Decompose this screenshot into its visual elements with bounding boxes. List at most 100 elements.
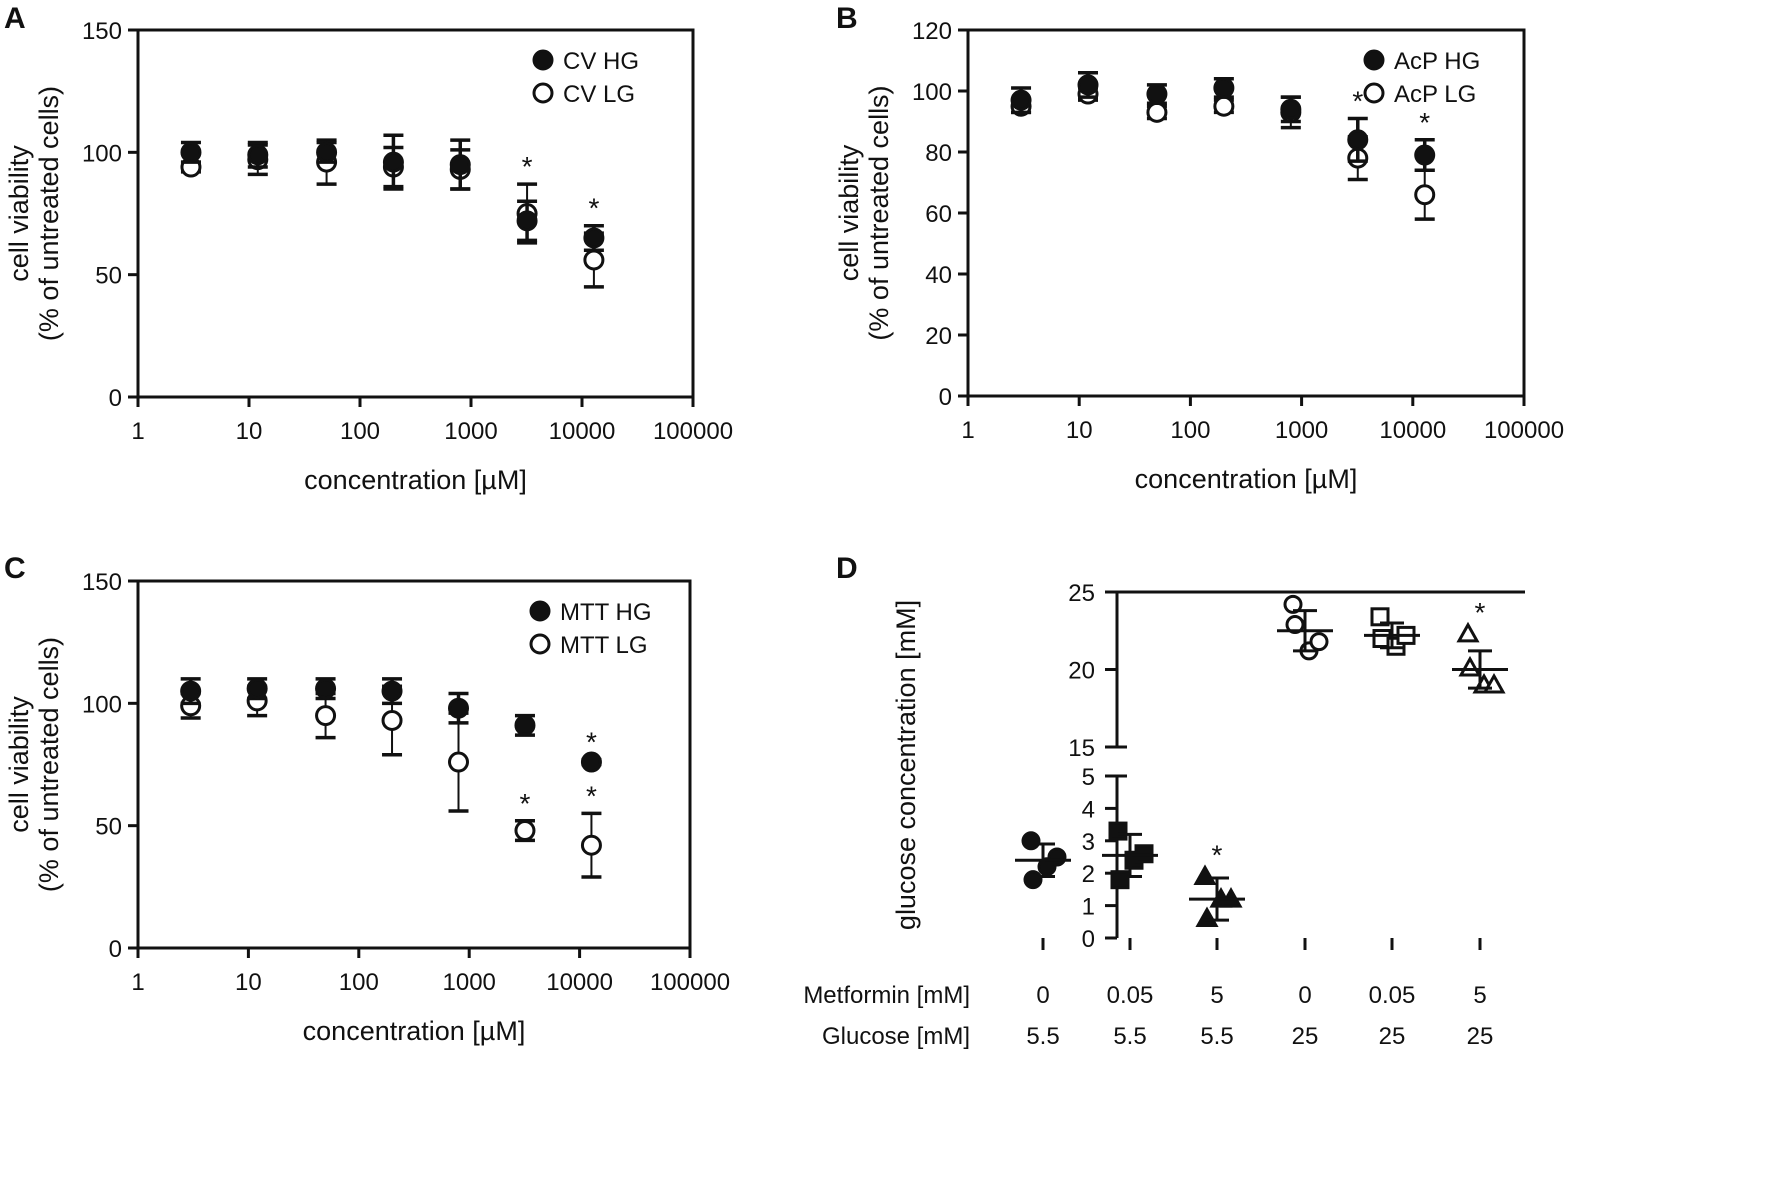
y-axis-label-line2: (% of untreated cells) [34, 86, 64, 341]
metformin-value: 0 [1298, 982, 1311, 1009]
data-point-mtt-hg [180, 680, 202, 702]
y-tick-label: 50 [95, 814, 122, 841]
significance-marker: * [1212, 839, 1223, 870]
x-tick-label: 100 [339, 969, 379, 996]
data-point [1285, 615, 1305, 635]
x-tick-label: 100 [340, 418, 380, 445]
y-tick-label: 0 [109, 936, 122, 963]
data-point-cv-lg [583, 249, 605, 271]
panel-label: C [4, 552, 26, 585]
data-point [1370, 607, 1390, 627]
significance-marker: * [1352, 85, 1363, 116]
glucose-value: 25 [1292, 1023, 1319, 1050]
data-point [1047, 847, 1067, 867]
x-axis-label: concentration [µM] [1135, 464, 1358, 494]
significance-marker: * [1475, 597, 1486, 628]
data-point [1195, 906, 1219, 928]
data-point-cv-hg [516, 210, 538, 232]
x-tick-label: 1000 [444, 418, 497, 445]
significance-marker: * [586, 727, 597, 758]
data-point-cv-hg [382, 151, 404, 173]
y-tick-label: 150 [82, 569, 122, 596]
legend-label: MTT LG [560, 632, 648, 659]
data-point-mtt-hg [246, 678, 268, 700]
data-point-mtt-hg [514, 714, 536, 736]
significance-marker: * [588, 193, 599, 224]
x-tick-label: 100000 [1484, 417, 1564, 444]
metformin-value: 5 [1473, 982, 1486, 1009]
metformin-value: 0.05 [1369, 982, 1416, 1009]
y-tick-label: 100 [82, 691, 122, 718]
legend-marker [532, 49, 554, 71]
data-point [1283, 594, 1303, 614]
y-tick-label: 80 [925, 140, 952, 167]
panel-label: A [4, 2, 26, 35]
x-tick-label: 10 [236, 418, 263, 445]
legend-label: CV LG [563, 81, 635, 108]
y-tick-label: 150 [82, 18, 122, 45]
x-tick-label: 100000 [650, 969, 730, 996]
data-point [1309, 632, 1329, 652]
y-tick-label: 100 [912, 79, 952, 106]
data-point-mtt-hg [580, 751, 602, 773]
data-point-mtt-lg [315, 705, 337, 727]
y-tick-label: 40 [925, 262, 952, 289]
legend-label: AcP HG [1394, 48, 1480, 75]
y-tick-label: 60 [925, 201, 952, 228]
y-tick-label: 4 [1082, 796, 1095, 823]
x-axis-label: concentration [µM] [304, 465, 527, 495]
glucose-value: 25 [1379, 1023, 1406, 1050]
glucose-value: 5.5 [1026, 1023, 1059, 1050]
x-tick-label: 1 [131, 969, 144, 996]
data-point-cv-hg [449, 154, 471, 176]
x-tick-label: 10000 [1379, 417, 1446, 444]
data-point-mtt-hg [315, 678, 337, 700]
y-axis-label: glucose concentration [mM] [891, 600, 921, 930]
row-label-glucose: Glucose [mM] [822, 1023, 970, 1050]
data-point [1108, 821, 1128, 841]
legend-marker [529, 633, 551, 655]
y-axis-label-line2: (% of untreated cells) [864, 85, 894, 340]
y-tick-label: 1 [1082, 894, 1095, 921]
y-tick-label: 20 [1068, 658, 1095, 685]
x-tick-label: 1000 [1275, 417, 1328, 444]
y-axis-label-line1: cell viability [4, 145, 34, 282]
glucose-value: 25 [1467, 1023, 1494, 1050]
data-point [1456, 621, 1480, 643]
data-point-acp-lg [1146, 101, 1168, 123]
y-tick-label: 0 [939, 384, 952, 411]
panel-label: D [836, 552, 858, 585]
metformin-value: 5 [1210, 982, 1223, 1009]
data-point-mtt-hg [448, 697, 470, 719]
data-point-mtt-lg [381, 709, 403, 731]
data-point-acp-lg [1414, 184, 1436, 206]
metformin-value: 0 [1036, 982, 1049, 1009]
y-tick-label: 120 [912, 18, 952, 45]
x-tick-label: 100000 [653, 418, 733, 445]
y-axis-label-line1: cell viability [834, 144, 864, 281]
x-tick-label: 1 [961, 417, 974, 444]
y-tick-label: 3 [1082, 829, 1095, 856]
data-point-mtt-lg [514, 820, 536, 842]
data-point-acp-hg [1414, 144, 1436, 166]
data-point-mtt-lg [448, 751, 470, 773]
y-axis-label-line2: (% of untreated cells) [34, 637, 64, 892]
x-tick-label: 100 [1170, 417, 1210, 444]
plot-frame [136, 28, 695, 399]
y-tick-label: 50 [95, 263, 122, 290]
y-tick-label: 15 [1068, 735, 1095, 762]
y-tick-label: 0 [109, 385, 122, 412]
panel-a: A 0 50 100 150 1 10 100 1000 10000 100000 concentra… [4, 2, 733, 495]
legend-label: CV HG [563, 48, 639, 75]
y-axis-label-line1: cell viability [4, 696, 34, 833]
x-axis-label: concentration [µM] [303, 1016, 526, 1046]
y-tick-label: 0 [1082, 926, 1095, 953]
legend-marker [1363, 82, 1385, 104]
data-point [1023, 870, 1043, 890]
glucose-value: 5.5 [1200, 1023, 1233, 1050]
x-tick-label: 10 [235, 969, 262, 996]
y-tick-label: 25 [1068, 580, 1095, 607]
y-tick-label: 20 [925, 323, 952, 350]
data-point-cv-hg [180, 141, 202, 163]
